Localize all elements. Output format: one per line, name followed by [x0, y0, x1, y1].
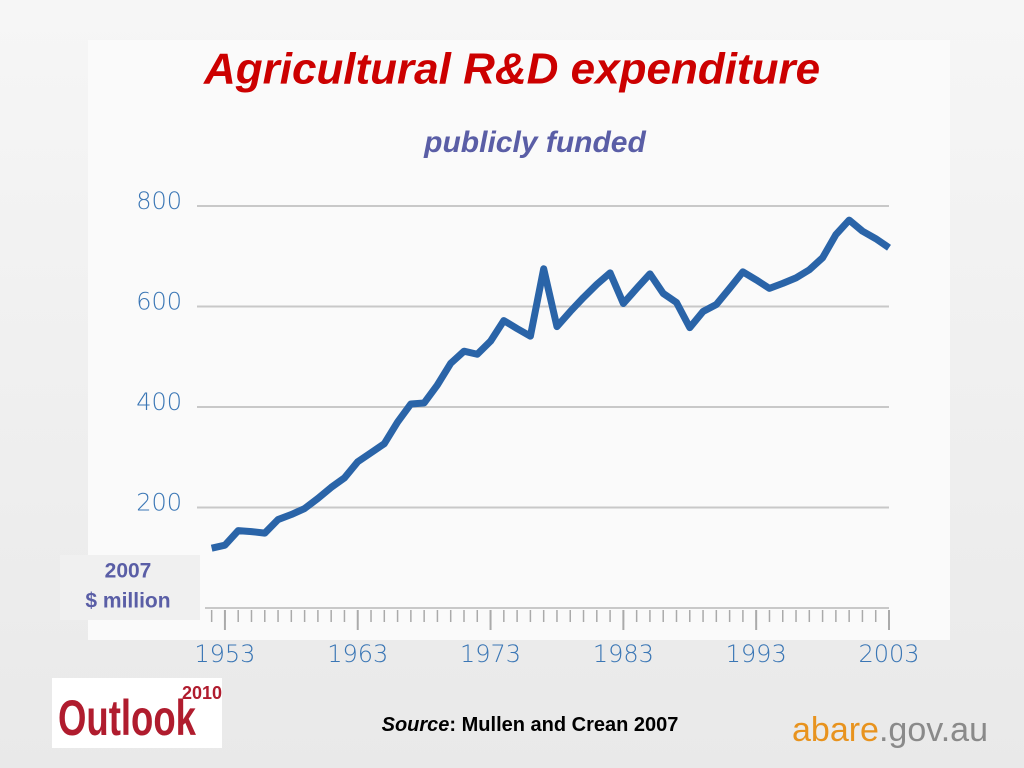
source-label: Source	[382, 714, 450, 736]
y-tick-label: 400	[136, 388, 182, 416]
y-label-box	[60, 555, 200, 620]
abare-logo-domain: .gov.au	[879, 711, 988, 749]
y-tick-label: 800	[136, 187, 182, 215]
y-tick-label: 600	[136, 288, 182, 316]
x-tick-label: 1983	[593, 640, 654, 668]
source-text: : Mullen and Crean 2007	[449, 714, 678, 736]
y-axis-label: $ million	[85, 590, 170, 613]
plot: 200 400 600 800 1953 1963 1973 1983 1993 2003	[136, 187, 919, 668]
abare-logo: abare.gov.au	[792, 711, 988, 749]
data-line	[210, 216, 891, 552]
outlook-logo	[52, 678, 222, 748]
x-tick-label: 1963	[327, 640, 388, 668]
x-tick-label: 2003	[858, 640, 919, 668]
x-tick-label: 1973	[460, 640, 521, 668]
source: Source: Mullen and Crean 2007	[382, 714, 679, 736]
y-axis-label: 2007	[105, 560, 152, 583]
outlook-logo-text: Outlook	[58, 690, 196, 746]
x-tick-label: 1993	[726, 640, 787, 668]
x-tick-label: 1953	[194, 640, 255, 668]
chart-subtitle: publicly funded	[423, 126, 646, 159]
outlook-logo-year: 2010	[182, 683, 222, 703]
y-tick-label: 200	[136, 489, 182, 517]
chart-title: Agricultural R&D expenditure	[203, 45, 820, 94]
abare-logo-name: abare	[792, 711, 879, 749]
